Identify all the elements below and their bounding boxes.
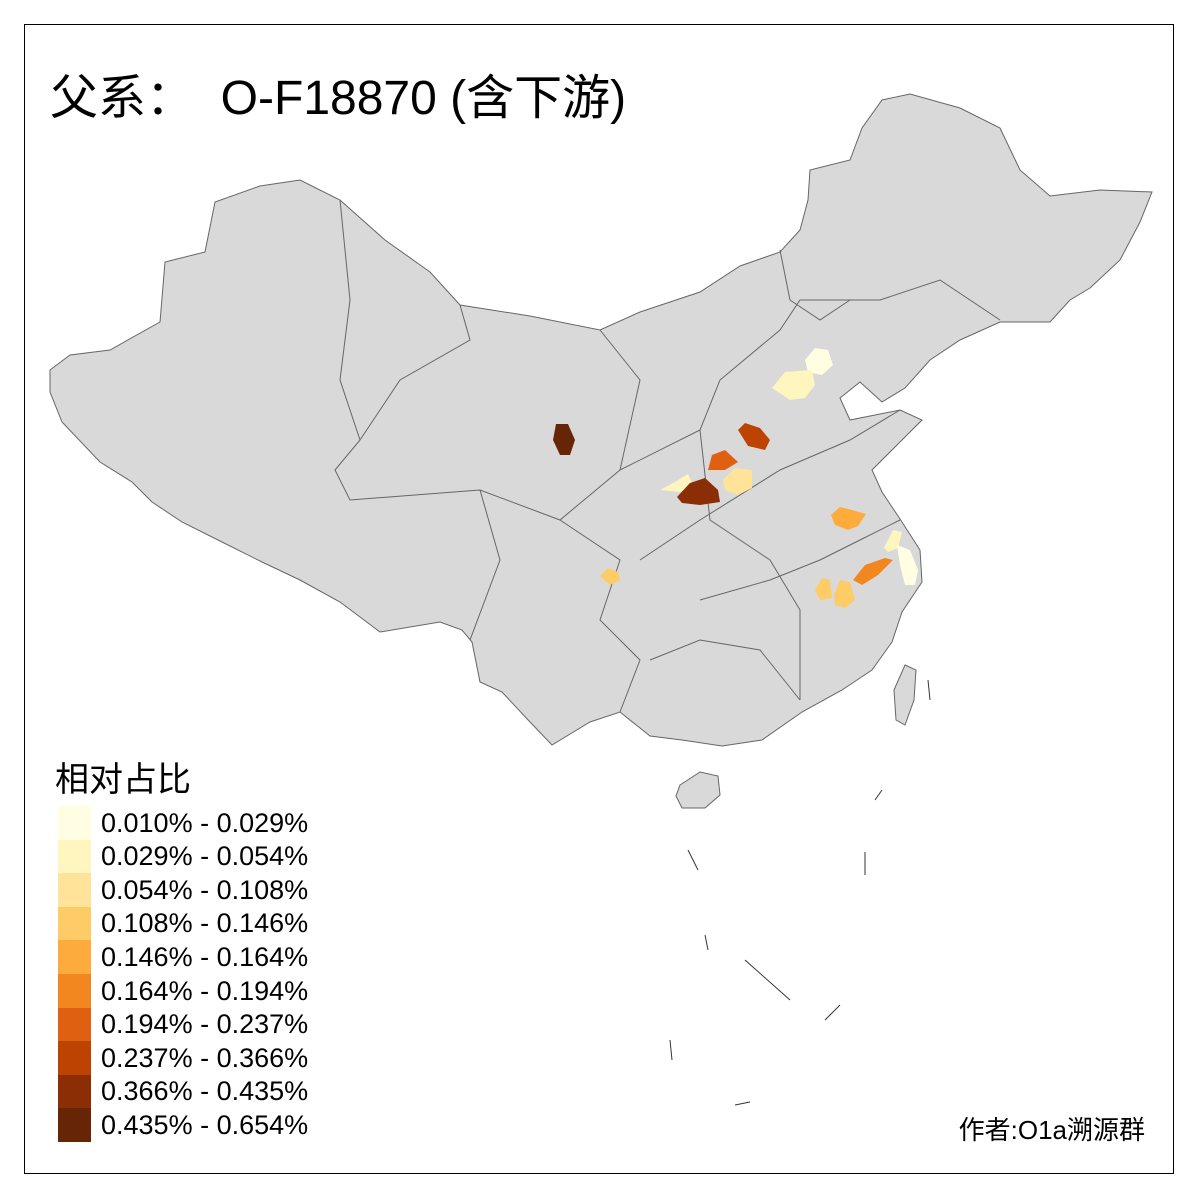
legend-item: 0.010% - 0.029% [58,806,308,840]
legend-swatch [58,974,91,1008]
legend-item: 0.029% - 0.054% [58,839,309,874]
legend-item: 0.146% - 0.164% [58,940,309,975]
legend-item: 0.164% - 0.194% [58,974,308,1008]
china-outline [49,93,1153,747]
mainland [49,93,1153,809]
legend-swatch [58,940,91,975]
legend-label: 0.435% - 0.654% [101,1109,309,1140]
region-class-6 [853,558,893,585]
legend-label: 0.237% - 0.366% [101,1042,309,1073]
region-class-8 [738,423,770,450]
region-class-4 [600,568,620,585]
region-class-4 [834,580,855,608]
region-class-10 [553,424,575,455]
plot-frame [24,24,1174,1174]
legend-swatch [58,839,91,874]
highlighted-regions [553,348,918,608]
legend-item: 0.366% - 0.435% [58,1074,309,1109]
legend-label: 0.054% - 0.108% [101,874,309,905]
legend-swatch [58,1041,91,1076]
legend-title: 相对占比 [55,761,191,799]
hainan-island [675,771,721,809]
legend-label: 0.010% - 0.029% [101,807,309,838]
legend-label: 0.366% - 0.435% [101,1076,309,1107]
taiwan-island [893,664,917,726]
legend-swatch [58,873,91,908]
legend-label: 0.164% - 0.194% [101,975,309,1006]
legend-item: 0.108% - 0.146% [58,906,309,941]
map-title: 父系： O-F18870 (含下游) [50,72,627,125]
region-class-2 [772,370,815,400]
region-class-5 [831,507,866,530]
region-class-7 [708,450,738,470]
legend-item: 0.237% - 0.366% [58,1041,309,1076]
legend-item: 0.194% - 0.237% [58,1007,309,1042]
region-class-1 [897,545,918,585]
legend-label: 0.108% - 0.146% [101,908,309,939]
legend-swatch [58,1108,91,1143]
legend-swatch [58,1007,91,1042]
region-class-3 [723,468,752,495]
south-china-sea-islands [669,679,931,1106]
legend-label: 0.146% - 0.164% [101,941,309,972]
legend-label: 0.029% - 0.054% [101,841,309,872]
region-class-9 [677,478,720,505]
legend-swatch [58,906,91,941]
region-class-1 [805,348,833,375]
legend-item: 0.054% - 0.108% [58,873,309,908]
author-credit: 作者:O1a溯源群 [958,1115,1145,1145]
region-class-2 [660,474,693,492]
legend-label: 0.194% - 0.237% [101,1009,309,1040]
province-borders [334,199,1001,713]
legend-item: 0.435% - 0.654% [58,1108,309,1143]
legend-swatch [58,1074,91,1109]
region-class-4 [815,578,832,600]
legend-swatch [58,806,91,840]
